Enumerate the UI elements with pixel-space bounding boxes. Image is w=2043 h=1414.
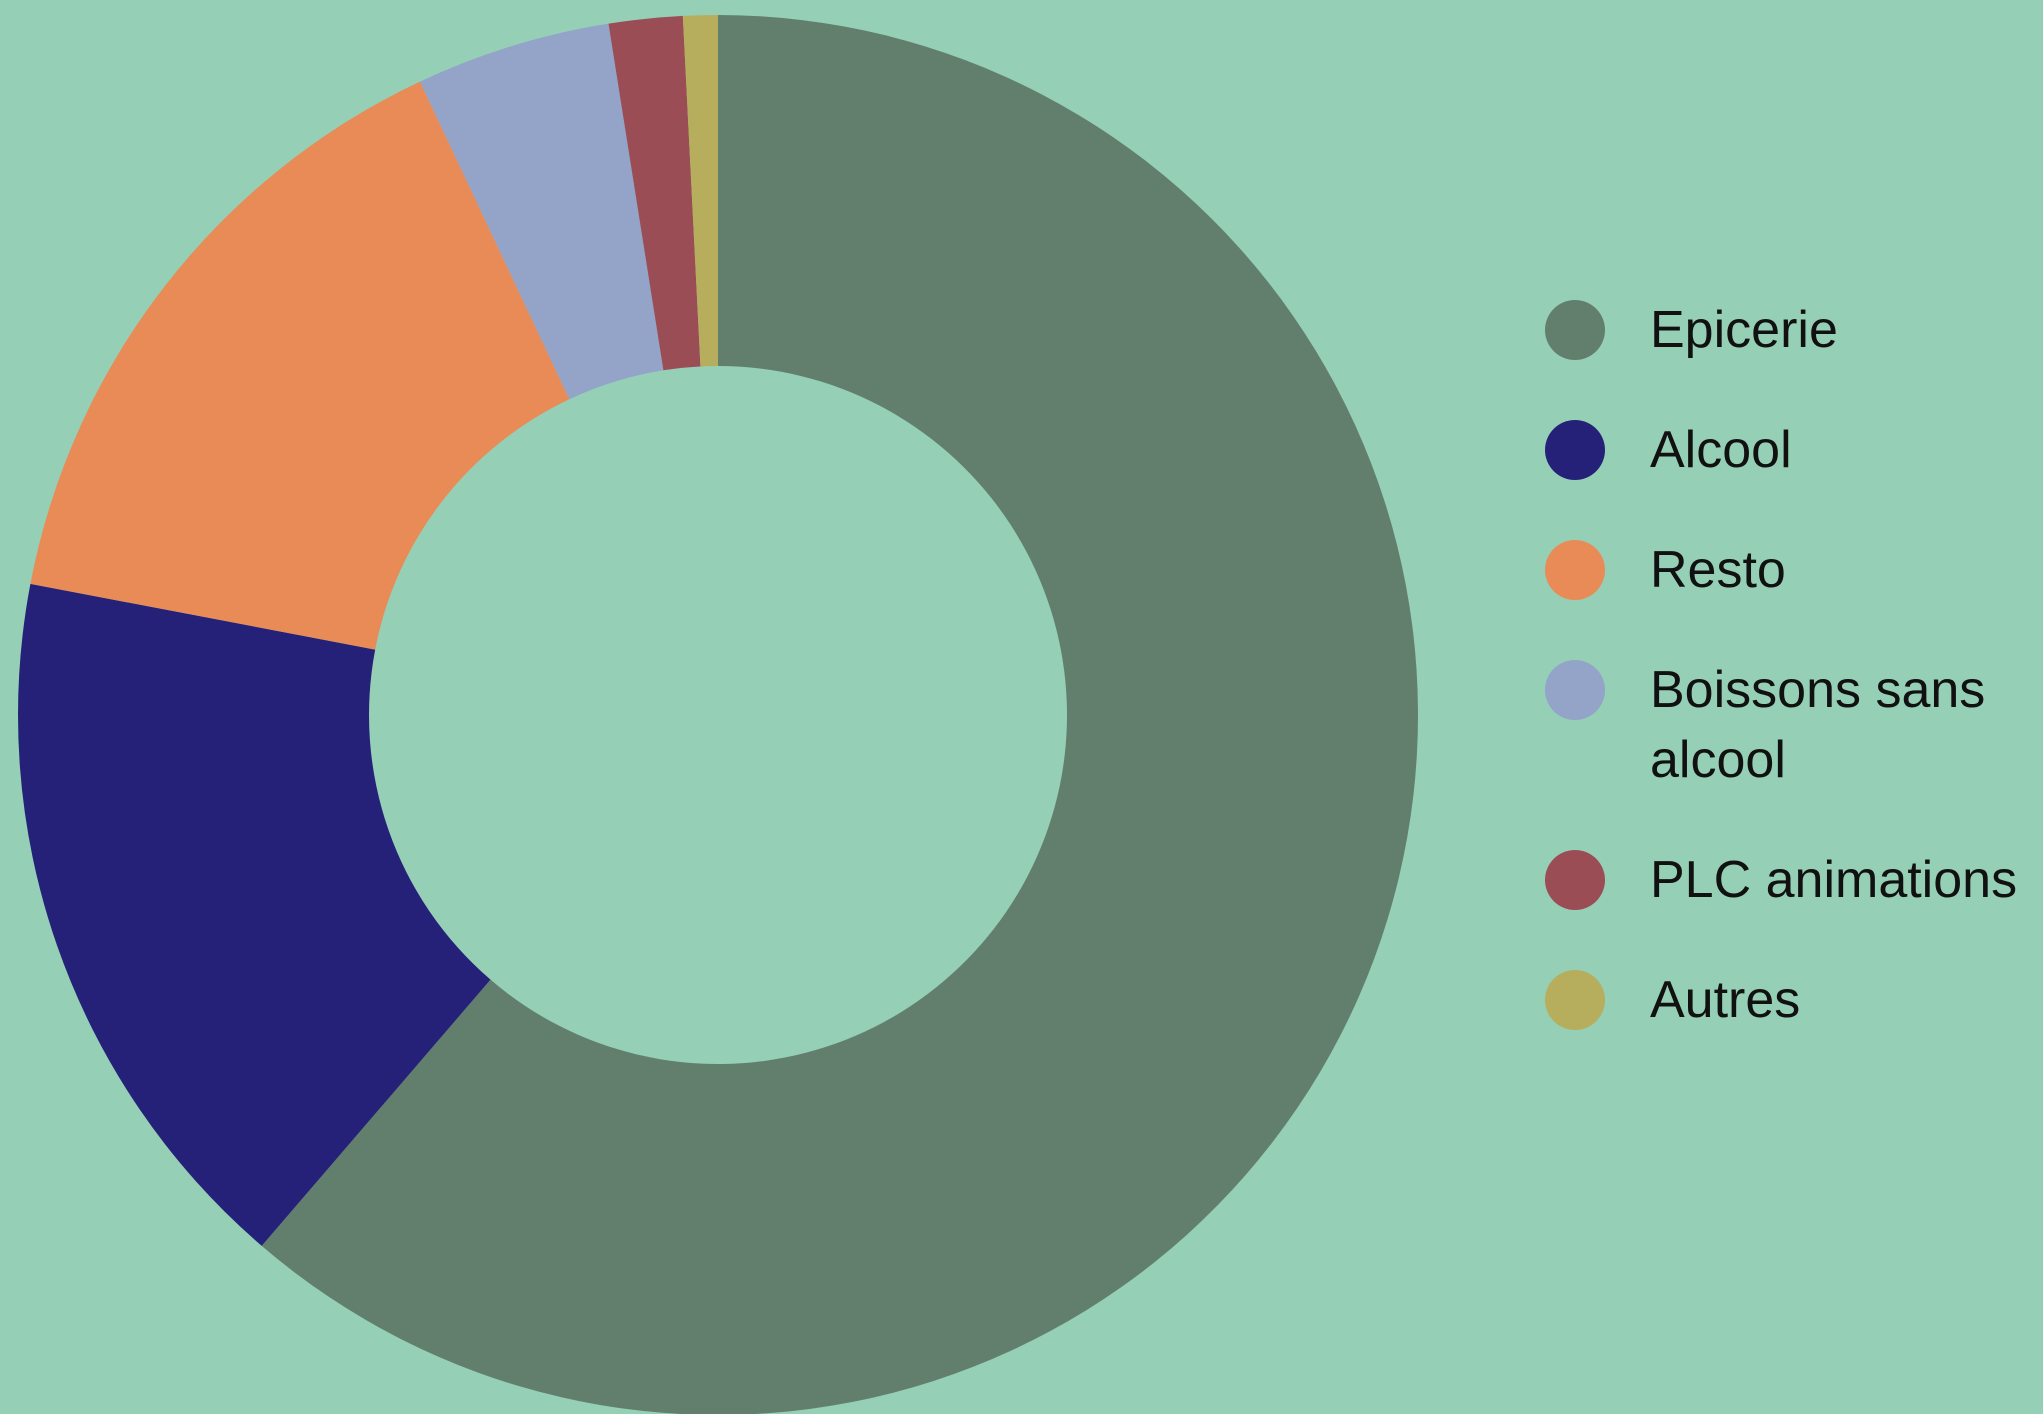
legend-swatch: [1545, 970, 1605, 1030]
legend-swatch: [1545, 540, 1605, 600]
legend-item: Resto: [1545, 535, 2035, 605]
legend-label: PLC animations: [1650, 851, 2018, 909]
legend-swatch: [1545, 850, 1605, 910]
legend-label: Resto: [1650, 541, 1786, 599]
donut-slice: [682, 15, 718, 367]
donut-slice: [30, 81, 570, 650]
legend-swatch: [1545, 420, 1605, 480]
legend-swatch: [1545, 660, 1605, 720]
legend-label: Boissons sans alcool: [1650, 661, 1986, 789]
legend-label: Epicerie: [1650, 301, 1838, 359]
legend-swatch: [1545, 300, 1605, 360]
legend: Epicerie Alcool Resto Boissons sans alcool P…: [1545, 295, 2035, 1085]
legend-item: Epicerie: [1545, 295, 2035, 365]
legend-item: Alcool: [1545, 415, 2035, 485]
donut-slice: [608, 15, 701, 371]
chart: [17, 15, 1418, 1414]
legend-item: Boissons sans alcool: [1545, 655, 2035, 795]
donut-slice: [419, 23, 664, 400]
legend-label: Autres: [1650, 971, 1801, 1029]
legend-item: Autres: [1545, 965, 2035, 1035]
donut-slice: [261, 15, 1418, 1414]
legend-label: Alcool: [1650, 421, 1792, 479]
donut-slice: [17, 583, 491, 1246]
legend-item: PLC animations: [1545, 845, 2035, 915]
